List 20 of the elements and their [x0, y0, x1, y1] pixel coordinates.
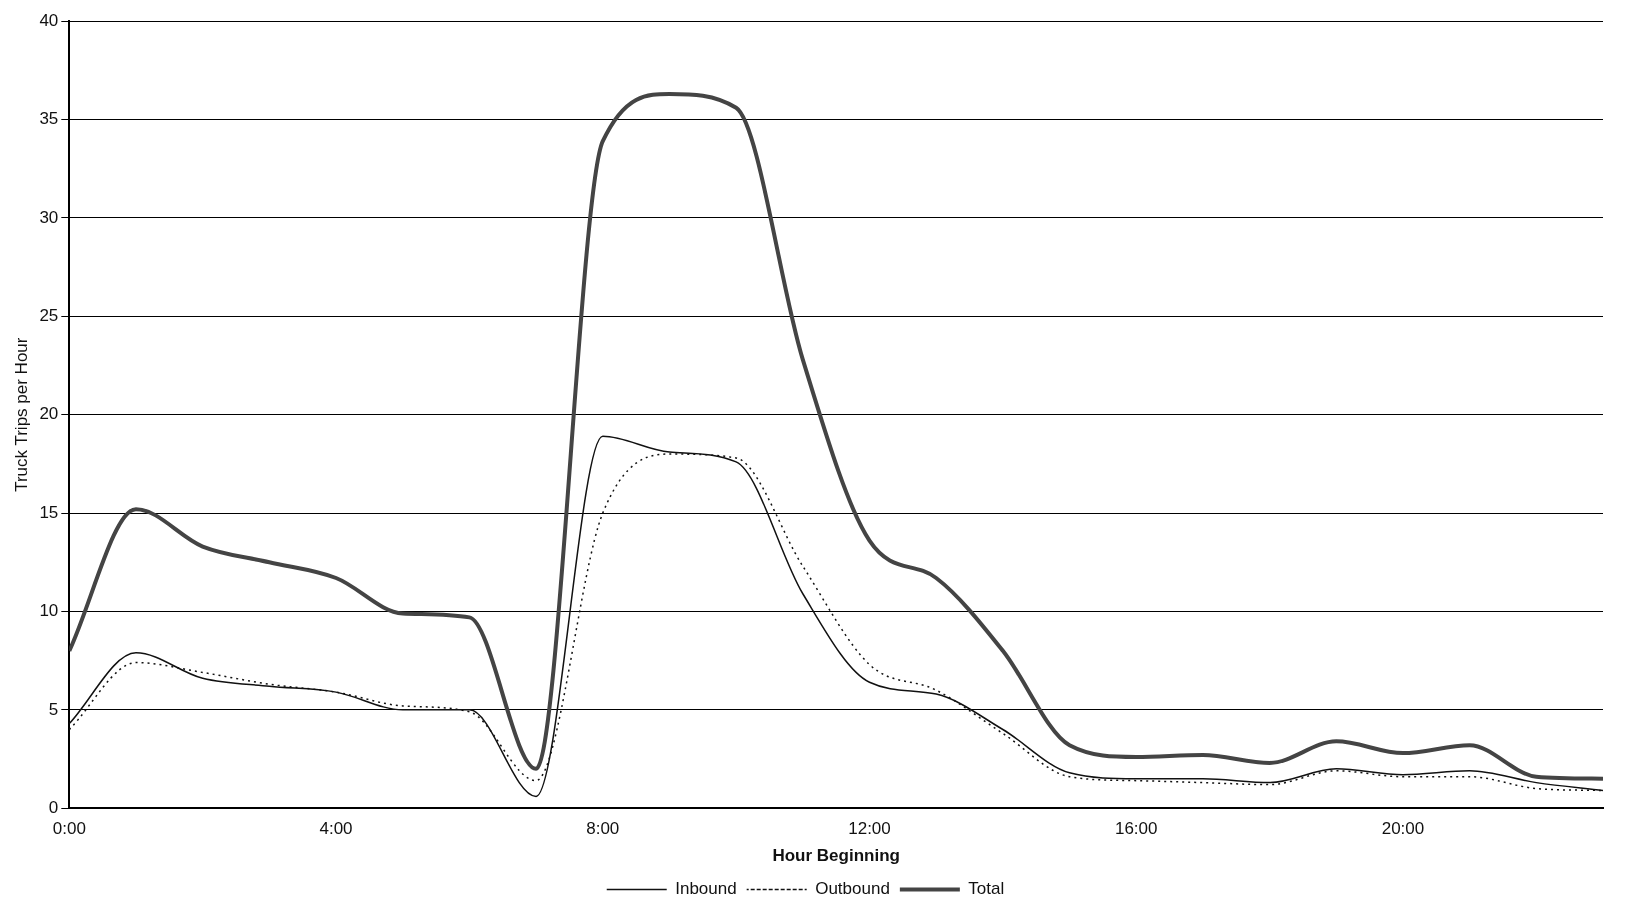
x-tick-label: 4:00	[319, 819, 353, 839]
x-tick-label: 12:00	[848, 819, 891, 839]
y-tick-label: 10	[39, 601, 59, 621]
x-tick-label: 16:00	[1114, 819, 1158, 839]
y-tick-label: 5	[48, 699, 59, 719]
y-tick-label: 25	[39, 306, 59, 326]
y-tick-label: 35	[39, 109, 59, 129]
x-tick-label: 0:00	[52, 819, 86, 839]
y-tick-label: 0	[48, 797, 59, 817]
y-tick-label: 20	[39, 404, 59, 424]
y-tick-label: 15	[39, 502, 59, 522]
y-axis-title: Truck Trips per Hour	[11, 337, 31, 492]
x-axis-title: Hour Beginning	[772, 846, 900, 866]
y-tick-label: 40	[39, 10, 59, 30]
x-tick-label: 20:00	[1381, 819, 1425, 839]
legend-label: Inbound	[675, 879, 737, 899]
legend-label: Outbound	[815, 879, 890, 899]
x-tick-label: 8:00	[586, 819, 620, 839]
legend-label: Total	[968, 879, 1005, 899]
y-tick-label: 30	[39, 207, 59, 227]
